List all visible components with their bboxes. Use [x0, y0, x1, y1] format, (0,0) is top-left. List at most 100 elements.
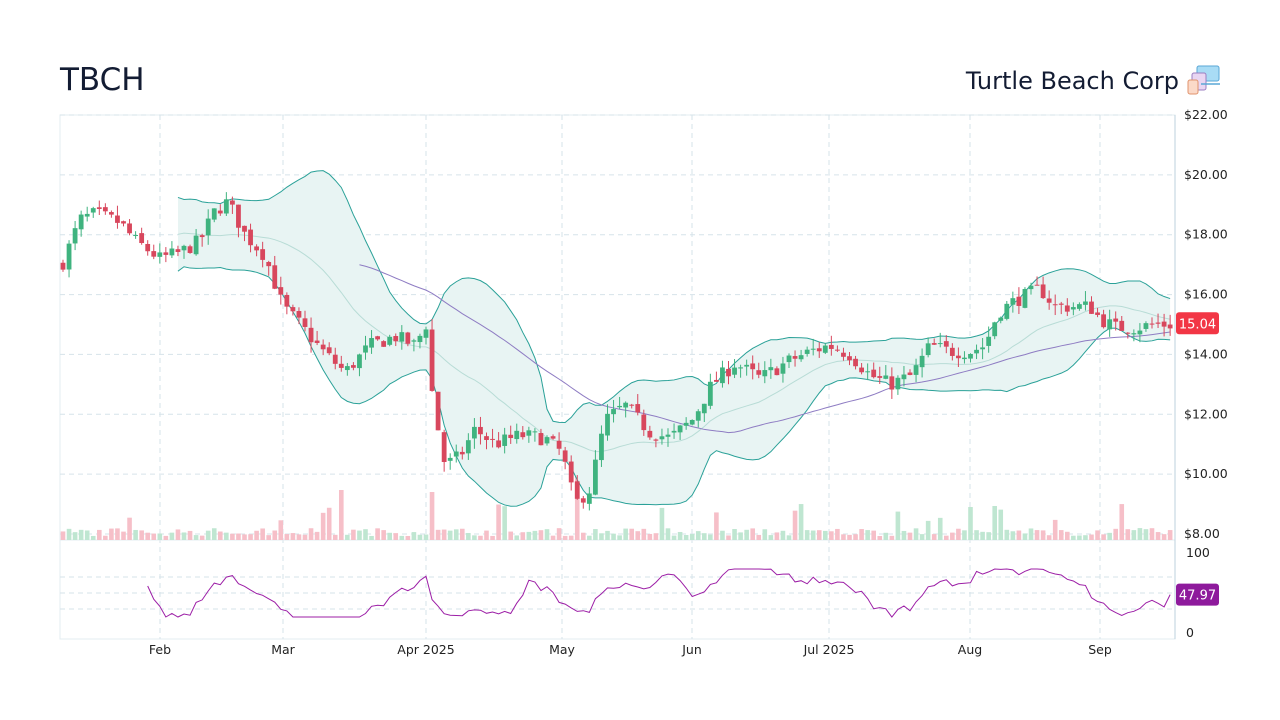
- candle-body: [907, 372, 913, 375]
- candle-body: [913, 365, 919, 375]
- candle: [901, 366, 907, 387]
- volume-bar: [332, 534, 338, 540]
- candle: [574, 475, 580, 500]
- volume-bar: [266, 535, 271, 540]
- candle-body: [605, 413, 610, 436]
- volume-bar: [774, 532, 780, 540]
- candle-body: [683, 422, 689, 426]
- candle: [260, 241, 266, 268]
- candle-body: [115, 215, 120, 223]
- candle: [429, 319, 435, 392]
- candle: [1028, 282, 1034, 295]
- candle: [653, 438, 659, 448]
- volume-bar: [599, 533, 604, 540]
- candle-body: [1113, 318, 1119, 322]
- candle: [931, 338, 937, 345]
- volume-bar: [417, 534, 423, 540]
- x-tick-label: Mar: [271, 642, 295, 657]
- candle: [435, 391, 441, 431]
- candle: [635, 394, 641, 416]
- rsi-value-badge: [1176, 583, 1219, 606]
- candle-body: [508, 434, 514, 439]
- candle: [278, 276, 284, 305]
- volume-bar: [145, 532, 150, 540]
- candlesticks: [60, 192, 1173, 511]
- candle: [689, 419, 695, 426]
- candle: [1095, 307, 1100, 318]
- candle-body: [181, 245, 187, 251]
- volume-bar: [357, 530, 362, 540]
- last-price-badge: [1176, 312, 1219, 335]
- volume-bar: [925, 520, 931, 540]
- candle-body: [1125, 332, 1131, 334]
- candle: [266, 260, 272, 276]
- candle-body: [804, 349, 810, 354]
- candle: [157, 243, 163, 264]
- volume-bar: [66, 528, 72, 540]
- candle: [242, 225, 247, 242]
- candle: [617, 396, 622, 410]
- volume-bar: [847, 534, 852, 540]
- candle: [290, 304, 296, 316]
- candle-body: [1107, 319, 1113, 330]
- candle: [647, 425, 653, 440]
- volume-bar: [308, 528, 314, 540]
- volume-bar: [453, 529, 459, 540]
- candle: [344, 362, 350, 376]
- volume-bar: [641, 528, 647, 540]
- volume-bar: [1022, 533, 1028, 540]
- candle: [1083, 291, 1088, 311]
- candle: [1161, 313, 1167, 337]
- candle: [841, 347, 846, 361]
- volume-bar: [786, 535, 792, 540]
- candle: [326, 342, 332, 356]
- candle: [399, 325, 405, 350]
- x-tick-label: Apr 2025: [397, 642, 454, 657]
- candle-body: [1016, 296, 1022, 306]
- candle-body: [96, 207, 102, 209]
- candle: [968, 353, 973, 363]
- candle: [677, 424, 683, 440]
- candle: [1077, 302, 1082, 311]
- volume-bar: [980, 531, 985, 540]
- candle-body: [568, 461, 574, 483]
- candle: [1058, 301, 1064, 315]
- bollinger-bands: [177, 170, 1171, 507]
- candle-body: [187, 246, 193, 253]
- volume-bar: [466, 533, 471, 540]
- candle-body: [254, 246, 259, 251]
- candle-body: [84, 213, 90, 217]
- volume-bar: [369, 535, 374, 540]
- candle-body: [562, 450, 568, 462]
- candle: [593, 450, 598, 496]
- volume-bar: [151, 533, 157, 540]
- candle-body: [701, 403, 707, 414]
- candle-body: [943, 341, 949, 347]
- volume-bar: [254, 530, 259, 540]
- candle-body: [478, 426, 483, 435]
- candle: [889, 367, 895, 399]
- candle-body: [1083, 301, 1088, 305]
- candle-body: [714, 379, 719, 382]
- x-tick-label: May: [549, 642, 575, 657]
- candle: [1052, 294, 1058, 316]
- candle-body: [351, 365, 356, 368]
- candle-body: [617, 405, 622, 408]
- candle-body: [992, 322, 998, 337]
- volume-bar: [133, 529, 138, 540]
- candle: [847, 351, 852, 366]
- rsi-line: [147, 568, 1171, 618]
- candle: [768, 358, 774, 379]
- candle-body: [163, 252, 169, 255]
- volume-bar: [411, 532, 417, 540]
- volume-bar: [1113, 528, 1118, 540]
- volume-bar: [1149, 528, 1155, 540]
- volume-bar: [351, 529, 356, 540]
- candle-body: [1010, 298, 1016, 305]
- candle-body: [230, 200, 235, 205]
- candle: [828, 335, 834, 356]
- volume-bar: [193, 535, 199, 540]
- volume-bar: [205, 530, 211, 540]
- candle: [133, 231, 138, 239]
- candle: [937, 332, 943, 348]
